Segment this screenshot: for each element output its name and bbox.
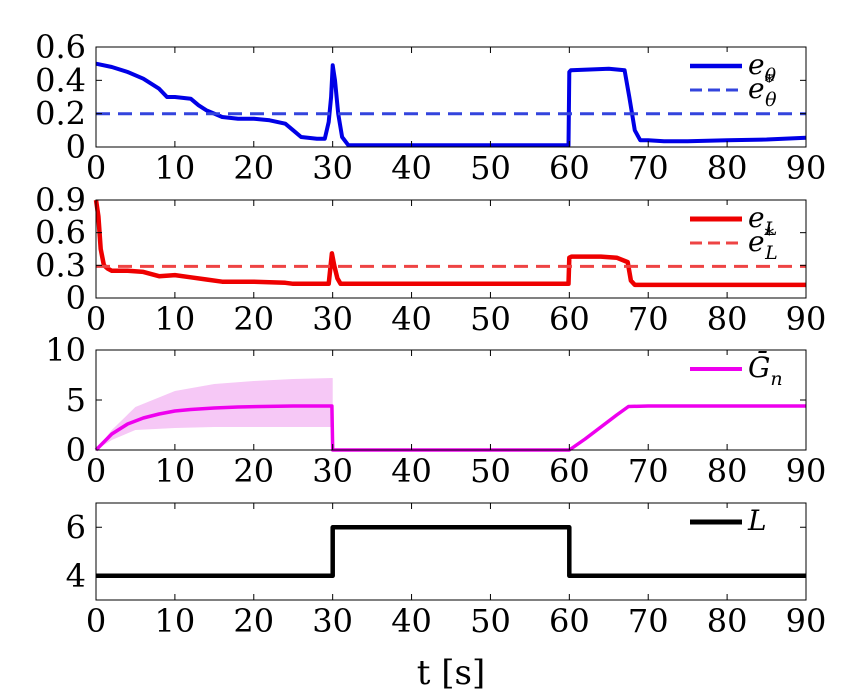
x-tick-label: 70 bbox=[628, 452, 669, 490]
x-tick-label: 40 bbox=[391, 452, 432, 490]
x-tick-label: 40 bbox=[391, 602, 432, 640]
panel-length: 0 10 20 30 40 50 60 70 80 90 4 6 Lt [s] bbox=[66, 502, 827, 693]
axes-frame bbox=[95, 199, 807, 299]
series-line-3-0 bbox=[96, 525, 806, 579]
y-tick-label: 0.9 bbox=[35, 181, 86, 219]
y-tick-label: 6 bbox=[66, 508, 86, 546]
y-tick-label: 0.4 bbox=[35, 61, 86, 99]
x-tick-label: 90 bbox=[786, 149, 827, 187]
x-tick-label: 60 bbox=[549, 452, 590, 490]
x-tick-label: 10 bbox=[155, 300, 196, 338]
y-tick-label: 10 bbox=[45, 331, 86, 369]
y-tick-label: 0.3 bbox=[35, 246, 86, 284]
x-tick-label: 20 bbox=[233, 149, 274, 187]
x-tick-label: 30 bbox=[312, 300, 353, 338]
x-tick-label: 60 bbox=[549, 602, 590, 640]
x-tick-label: 20 bbox=[233, 300, 274, 338]
x-tick-label: 10 bbox=[155, 602, 196, 640]
y-tick-label: 0 bbox=[66, 128, 86, 166]
legend-label: L bbox=[747, 504, 767, 537]
x-tick-label: 80 bbox=[707, 149, 748, 187]
y-tick-label: 0.6 bbox=[35, 28, 86, 66]
x-tick-label: 10 bbox=[155, 149, 196, 187]
legend-label: e* θ bbox=[748, 71, 777, 111]
x-tick-label: 30 bbox=[312, 452, 353, 490]
x-tick-label: 20 bbox=[233, 602, 274, 640]
x-tick-label: 50 bbox=[470, 452, 511, 490]
x-tick-label: 20 bbox=[233, 452, 274, 490]
x-tick-label: 80 bbox=[707, 602, 748, 640]
y-tick-label: 5 bbox=[66, 381, 86, 419]
x-tick-label: 0 bbox=[86, 452, 106, 490]
x-tick-label: 0 bbox=[86, 602, 106, 640]
x-tick-label: 60 bbox=[549, 149, 590, 187]
panel-error-theta: 0 10 20 30 40 50 60 70 80 90 00.20.40.6 eθe* θ bbox=[35, 28, 826, 187]
axes-frame bbox=[95, 46, 807, 148]
x-tick-label: 10 bbox=[155, 452, 196, 490]
confidence-band bbox=[96, 378, 333, 450]
series-line-2-0 bbox=[94, 404, 806, 452]
x-tick-label: 70 bbox=[628, 149, 669, 187]
x-tick-label: 70 bbox=[628, 300, 669, 338]
x-tick-label: 40 bbox=[391, 149, 432, 187]
series-line-0-0 bbox=[95, 61, 807, 148]
x-tick-label: 80 bbox=[707, 452, 748, 490]
y-tick-label: 4 bbox=[66, 557, 86, 595]
axes-frame bbox=[95, 502, 807, 601]
y-tick-label: 0.6 bbox=[35, 214, 86, 252]
x-tick-label: 50 bbox=[470, 149, 511, 187]
x-tick-label: 50 bbox=[470, 300, 511, 338]
x-tick-label: 30 bbox=[312, 149, 353, 187]
x-tick-label: 0 bbox=[86, 300, 106, 338]
x-tick-label: 0 bbox=[86, 149, 106, 187]
legend-background bbox=[686, 52, 798, 110]
y-tick-label: 0.2 bbox=[35, 95, 86, 133]
x-tick-label: 90 bbox=[786, 602, 827, 640]
x-axis-title: t [s] bbox=[417, 653, 485, 693]
x-tick-label: 90 bbox=[786, 300, 827, 338]
y-tick-label: 0 bbox=[66, 279, 86, 317]
x-tick-label: 70 bbox=[628, 602, 669, 640]
legend-background bbox=[686, 205, 798, 263]
y-tick-label: 0 bbox=[66, 431, 86, 469]
x-tick-label: 50 bbox=[470, 602, 511, 640]
series-line-1-0 bbox=[93, 199, 806, 288]
x-tick-label: 40 bbox=[391, 300, 432, 338]
legend-label: e* L bbox=[748, 224, 778, 264]
x-tick-label: 60 bbox=[549, 300, 590, 338]
legend-background bbox=[686, 355, 798, 389]
x-tick-label: 30 bbox=[312, 602, 353, 640]
x-tick-label: 80 bbox=[707, 300, 748, 338]
legend-background bbox=[686, 508, 798, 542]
x-tick-label: 90 bbox=[786, 452, 827, 490]
legend-label: eθ bbox=[748, 48, 777, 87]
